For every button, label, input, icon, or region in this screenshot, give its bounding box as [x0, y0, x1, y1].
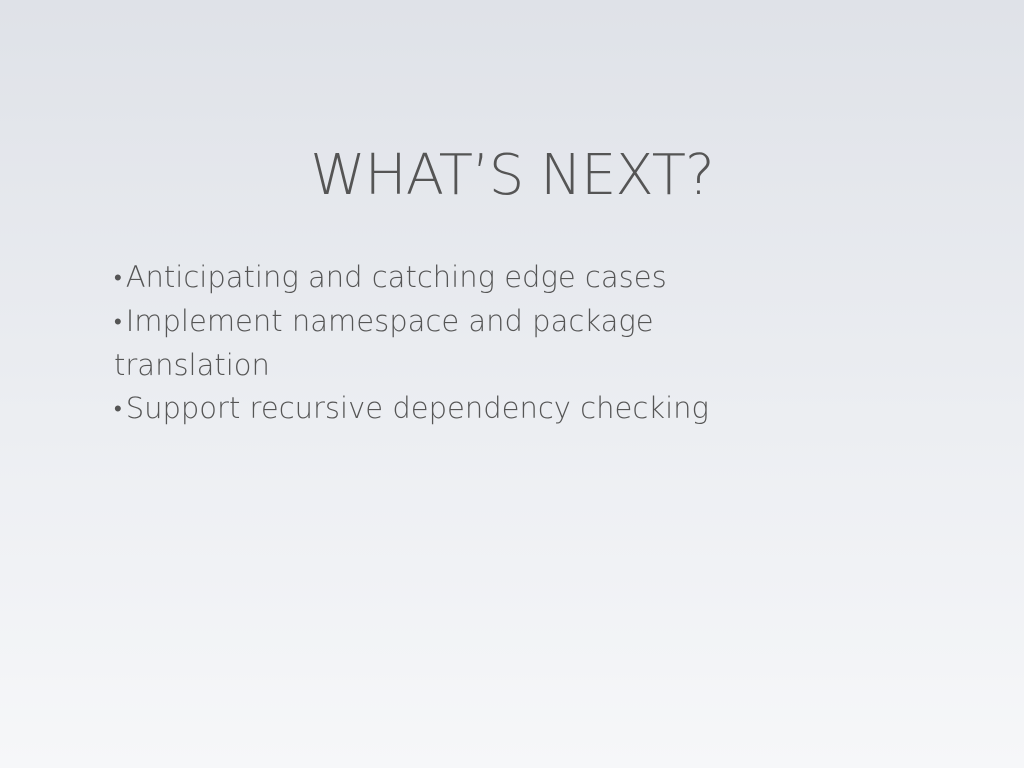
bullet-item: • Anticipating and catching edge cases [114, 256, 754, 300]
bullet-item: • Support recursive dependency checking [114, 387, 754, 431]
bullet-text: Anticipating and catching edge cases [125, 260, 667, 294]
bullet-list: • Anticipating and catching edge cases • I… [114, 256, 754, 431]
bullet-icon: • [114, 397, 122, 422]
bullet-icon: • [114, 310, 122, 335]
bullet-text: Support recursive dependency checking [125, 391, 709, 425]
bullet-text: Implement namespace and package translat… [114, 304, 654, 382]
slide-title: WHAT’S NEXT? [310, 143, 714, 208]
bullet-icon: • [114, 266, 122, 291]
bullet-item: • Implement namespace and package transla… [114, 300, 754, 387]
